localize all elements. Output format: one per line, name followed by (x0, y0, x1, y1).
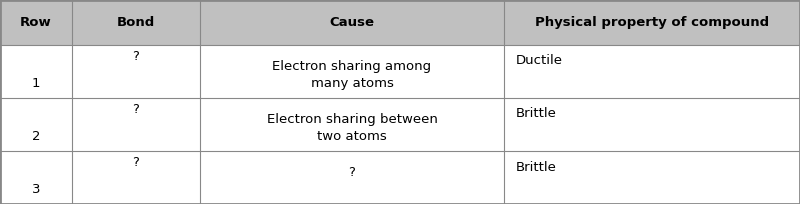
Text: ?: ? (133, 156, 139, 169)
Text: Ductile: Ductile (516, 54, 563, 68)
Text: Row: Row (20, 16, 52, 29)
Text: Brittle: Brittle (516, 108, 557, 121)
Bar (200, 0, 504, 45)
Bar (200, 45, 504, 98)
Bar (0, 0, 72, 45)
Bar (72, 98, 200, 151)
Text: ?: ? (133, 50, 139, 63)
Bar (72, 0, 200, 45)
Bar (0, 45, 72, 98)
Text: Bond: Bond (117, 16, 155, 29)
Text: 1: 1 (32, 77, 40, 90)
Text: Physical property of compound: Physical property of compound (535, 16, 769, 29)
Text: Electron sharing between
two atoms: Electron sharing between two atoms (266, 113, 438, 143)
Bar (504, 45, 800, 98)
Text: Brittle: Brittle (516, 161, 557, 174)
Bar (200, 151, 504, 204)
Bar (72, 151, 200, 204)
Text: Electron sharing among
many atoms: Electron sharing among many atoms (273, 60, 431, 90)
Bar (72, 45, 200, 98)
Bar (0, 151, 72, 204)
Bar (504, 98, 800, 151)
Text: 2: 2 (32, 130, 40, 143)
Text: 3: 3 (32, 183, 40, 196)
Bar (0, 98, 72, 151)
Text: ?: ? (133, 103, 139, 116)
Bar (200, 98, 504, 151)
Text: ?: ? (349, 166, 355, 179)
Bar (504, 0, 800, 45)
Bar (504, 151, 800, 204)
Text: Cause: Cause (330, 16, 374, 29)
